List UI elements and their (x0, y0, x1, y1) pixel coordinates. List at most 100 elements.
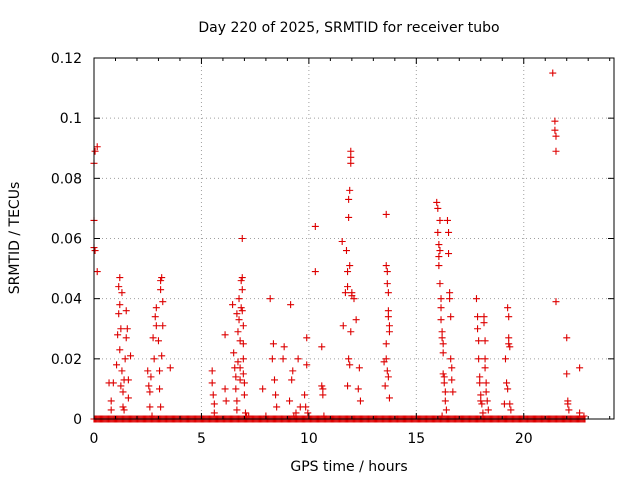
data-point (287, 301, 295, 309)
data-point (115, 283, 123, 291)
data-point (150, 355, 158, 363)
data-point (448, 376, 456, 384)
data-point (383, 367, 391, 375)
chart-title: Day 220 of 2025, SRMTID for receiver tub… (198, 20, 499, 36)
data-point (318, 343, 326, 351)
data-point (311, 268, 319, 276)
data-point (347, 147, 355, 155)
data-point (154, 337, 162, 345)
data-point (149, 334, 157, 342)
data-point (442, 406, 450, 414)
data-point (506, 343, 514, 351)
data-point (480, 313, 488, 321)
data-point (236, 337, 244, 345)
data-point (234, 358, 242, 366)
data-point (346, 361, 354, 369)
data-point (448, 364, 456, 372)
data-point (352, 316, 360, 324)
data-point (356, 397, 364, 405)
y-tick-label: 0.08 (51, 171, 82, 187)
data-point (156, 385, 164, 393)
data-point (118, 289, 126, 297)
data-point (437, 316, 445, 324)
data-point (121, 355, 129, 363)
data-point (344, 382, 352, 390)
data-point (438, 328, 446, 336)
data-point (549, 69, 557, 77)
data-point (446, 295, 454, 303)
data-point (158, 274, 166, 282)
x-tick-label: 5 (197, 431, 206, 447)
data-point (124, 376, 132, 384)
y-tick-label: 0.1 (60, 111, 82, 127)
data-point (208, 379, 216, 387)
data-point (477, 397, 485, 405)
data-point (123, 325, 131, 333)
data-point (436, 216, 444, 224)
data-point (157, 286, 165, 294)
x-tick-labels: 0 5 10 15 20 (90, 431, 533, 447)
data-point (286, 397, 294, 405)
data-point (443, 216, 451, 224)
data-point (119, 388, 127, 396)
data-point (221, 385, 229, 393)
data-point (116, 274, 124, 282)
data-point (240, 379, 248, 387)
data-point (342, 247, 350, 255)
data-point (152, 304, 160, 312)
data-point (445, 250, 453, 258)
data-point (301, 391, 309, 399)
data-point (338, 238, 346, 246)
data-point (116, 301, 124, 309)
data-point (146, 403, 154, 411)
data-point (144, 367, 152, 375)
data-point (483, 397, 491, 405)
data-point (447, 313, 455, 321)
data-point (239, 322, 247, 330)
x-axis-title: GPS time / hours (290, 459, 407, 475)
data-point (268, 355, 276, 363)
data-point (476, 373, 484, 381)
data-point (221, 331, 229, 339)
data-point (506, 400, 514, 408)
data-point (240, 391, 248, 399)
data-point (233, 310, 241, 318)
data-point (383, 268, 391, 276)
data-point (435, 241, 443, 249)
data-point (482, 379, 490, 387)
data-point (474, 325, 482, 333)
data-point (440, 373, 448, 381)
data-point (433, 198, 441, 206)
data-point (93, 268, 101, 276)
data-point (229, 301, 237, 309)
data-point (235, 295, 243, 303)
data-point (270, 376, 278, 384)
data-point (208, 367, 216, 375)
data-point (157, 277, 165, 285)
data-point (122, 307, 130, 315)
data-point (434, 204, 442, 212)
y-tick-labels: 0 0.02 0.04 0.06 0.08 0.1 0.12 (51, 51, 82, 428)
data-points (90, 69, 589, 423)
data-point (551, 126, 559, 134)
data-point (288, 376, 296, 384)
data-point (210, 409, 218, 417)
data-point (445, 228, 453, 236)
grid (94, 58, 614, 419)
data-point (233, 406, 241, 414)
data-point (355, 364, 363, 372)
data-point (119, 403, 127, 411)
data-point (152, 322, 160, 330)
data-point (474, 313, 482, 321)
data-point (238, 286, 246, 294)
data-point (209, 391, 217, 399)
data-point (382, 210, 390, 218)
data-point (346, 262, 354, 270)
data-point (233, 397, 241, 405)
data-point (501, 355, 509, 363)
data-point (385, 322, 393, 330)
data-point (576, 409, 584, 417)
y-tick-label: 0 (73, 412, 82, 428)
data-point (238, 235, 246, 242)
data-point (236, 376, 244, 384)
